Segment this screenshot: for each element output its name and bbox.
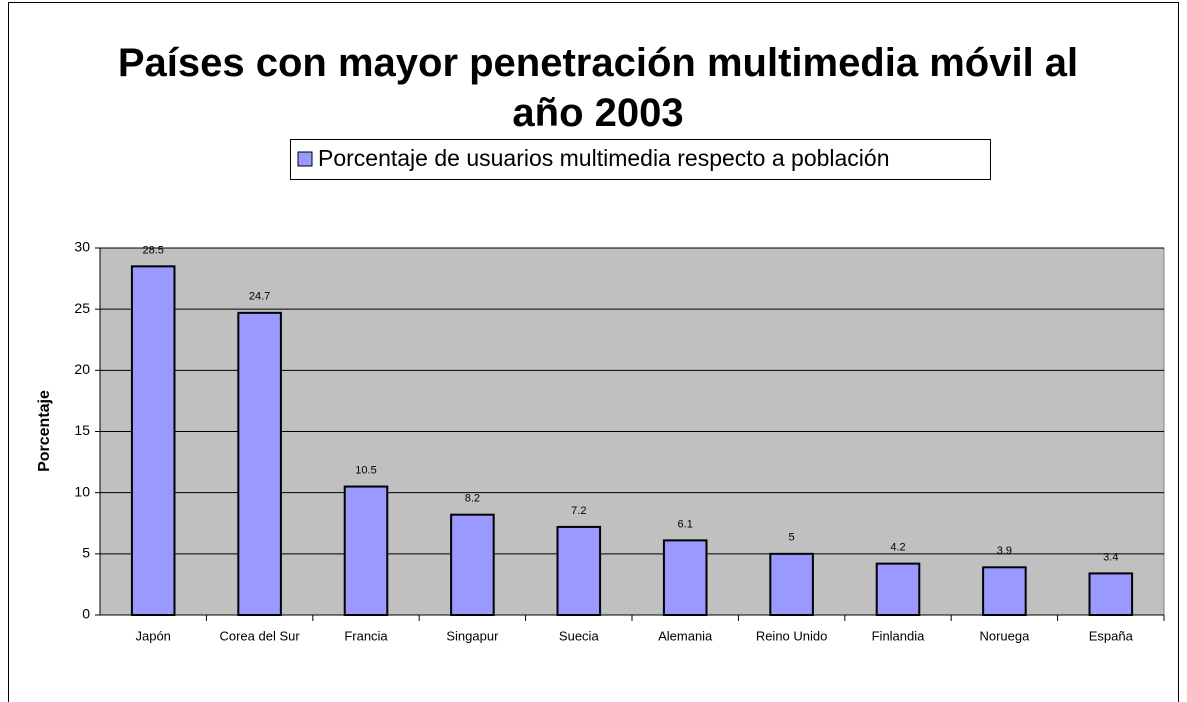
- x-tick-label: Japón: [135, 628, 170, 643]
- data-label: 24.7: [249, 291, 270, 303]
- y-tick-label: 30: [74, 239, 90, 255]
- x-tick-label: Corea del Sur: [219, 628, 300, 643]
- bar: [875, 562, 921, 616]
- x-tick-label: Francia: [344, 628, 388, 643]
- data-label: 28.5: [142, 244, 163, 256]
- bar: [343, 485, 389, 616]
- data-label: 8.2: [465, 493, 480, 505]
- bar: [662, 539, 708, 616]
- data-label: 3.4: [1103, 551, 1118, 563]
- data-label: 7.2: [571, 505, 586, 517]
- y-tick-label: 0: [82, 606, 90, 622]
- y-tick-label: 25: [74, 300, 90, 316]
- legend-label: Porcentaje de usuarios multimedia respec…: [318, 145, 890, 171]
- bar: [769, 552, 814, 616]
- x-tick-label: Finlandia: [872, 628, 926, 643]
- data-label: 6.1: [678, 518, 693, 530]
- data-label: 5: [789, 532, 795, 544]
- x-tick-label: Suecia: [559, 628, 600, 643]
- data-label: 4.2: [890, 542, 905, 554]
- bar: [450, 513, 495, 616]
- x-tick-label: Alemania: [658, 628, 713, 643]
- chart-border: [8, 2, 1179, 702]
- bar: [130, 265, 176, 616]
- x-tick-label: Noruega: [979, 628, 1030, 643]
- x-tick-label: Reino Unido: [756, 628, 828, 643]
- bar: [982, 566, 1027, 616]
- y-tick-label: 15: [74, 422, 90, 438]
- y-tick-label: 10: [74, 483, 90, 499]
- data-label: 10.5: [355, 464, 376, 476]
- bar: [237, 311, 282, 616]
- legend: [290, 139, 991, 180]
- bar: [1088, 572, 1134, 617]
- x-tick-label: España: [1089, 628, 1134, 643]
- x-tick-label: Singapur: [446, 628, 499, 643]
- bar: [556, 525, 602, 616]
- y-axis-label: Porcentaje: [36, 390, 53, 472]
- legend-swatch: [297, 151, 313, 167]
- chart-title: Países con mayor penetración multimedia …: [117, 41, 1079, 135]
- y-tick-label: 5: [82, 545, 90, 561]
- y-tick-label: 20: [74, 361, 90, 377]
- data-label: 3.9: [997, 545, 1012, 557]
